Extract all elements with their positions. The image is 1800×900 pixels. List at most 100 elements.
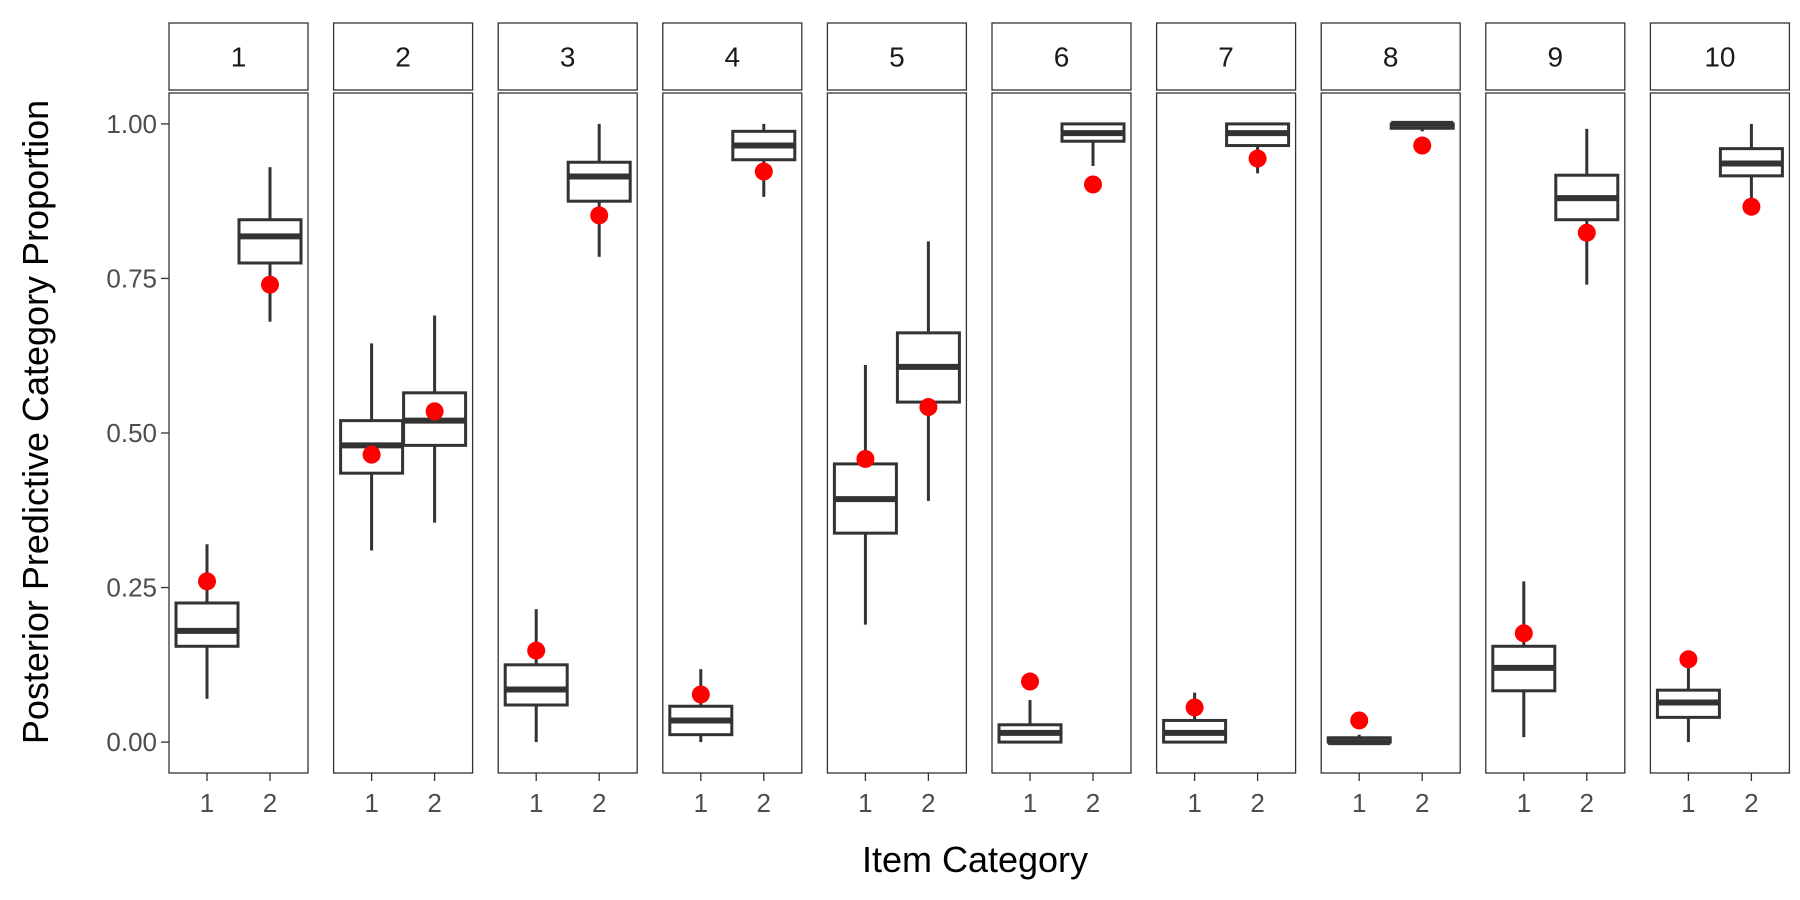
facet-strip-label: 3 bbox=[560, 42, 576, 73]
observed-point bbox=[919, 398, 938, 417]
observed-point bbox=[527, 641, 546, 660]
facet-strip-label: 9 bbox=[1548, 42, 1564, 73]
box-category-1 bbox=[174, 544, 240, 699]
observed-point bbox=[590, 206, 609, 225]
box-category-1 bbox=[1162, 692, 1228, 744]
facet-panel-5: 5 1 2 bbox=[826, 22, 968, 818]
facet-strip-label: 8 bbox=[1383, 42, 1399, 73]
x-tick-label: 1 bbox=[1352, 788, 1366, 818]
facet-strip-label: 2 bbox=[395, 42, 411, 73]
x-tick-label: 2 bbox=[1086, 788, 1100, 818]
box-category-2 bbox=[566, 123, 632, 257]
observed-point bbox=[425, 402, 444, 421]
facet-strip bbox=[168, 22, 309, 91]
x-tick-label: 1 bbox=[200, 788, 214, 818]
x-axis-title: Item Category bbox=[862, 839, 1088, 880]
observed-point bbox=[856, 449, 875, 468]
box-category-1 bbox=[1326, 711, 1392, 746]
x-tick-label: 2 bbox=[1415, 788, 1429, 818]
y-tick-label: 0.25 bbox=[106, 573, 157, 603]
box-category-1 bbox=[997, 672, 1063, 744]
facet-panel-frame bbox=[1649, 92, 1791, 774]
facet-panel-frame bbox=[1155, 92, 1297, 774]
x-tick-label: 2 bbox=[757, 788, 771, 818]
facet-panel-9: 9 1 2 bbox=[1485, 22, 1626, 818]
facet-strip-label: 7 bbox=[1218, 42, 1234, 73]
facet-strip-label: 1 bbox=[231, 42, 247, 73]
x-tick-label: 2 bbox=[1744, 788, 1758, 818]
facet-strip bbox=[1649, 22, 1791, 91]
observed-point bbox=[754, 162, 773, 181]
facet-strip bbox=[1155, 22, 1297, 91]
facet-strip-label: 5 bbox=[889, 42, 905, 73]
observed-point bbox=[1577, 223, 1596, 242]
box-category-2 bbox=[1554, 128, 1620, 285]
facet-panel-4: 4 1 2 bbox=[662, 22, 803, 818]
iqr-box bbox=[566, 160, 632, 203]
facet-strip bbox=[1485, 22, 1626, 91]
y-axis: 0.00 0.25 0.50 0.75 1.00 bbox=[106, 109, 169, 757]
x-tick-label: 1 bbox=[1681, 788, 1695, 818]
facet-panel-7: 7 1 2 bbox=[1155, 22, 1297, 818]
facet-strip-label: 10 bbox=[1704, 42, 1735, 73]
observed-point bbox=[1742, 197, 1761, 216]
x-tick-label: 2 bbox=[1580, 788, 1594, 818]
x-tick-label: 1 bbox=[529, 788, 543, 818]
y-tick-label: 0.00 bbox=[106, 727, 157, 757]
box-category-1 bbox=[1491, 581, 1557, 738]
observed-point bbox=[1514, 624, 1533, 643]
facet-panel-frame bbox=[826, 92, 968, 774]
observed-point bbox=[691, 685, 710, 704]
observed-point bbox=[1679, 650, 1698, 669]
observed-point bbox=[1083, 175, 1102, 194]
facet-strip bbox=[1320, 22, 1461, 91]
facet-strip bbox=[662, 22, 803, 91]
facet-strip-label: 4 bbox=[725, 42, 741, 73]
facet-strip bbox=[991, 22, 1132, 91]
facet-panel-frame bbox=[1320, 92, 1461, 774]
x-tick-label: 1 bbox=[858, 788, 872, 818]
observed-point bbox=[1248, 149, 1267, 168]
x-tick-label: 2 bbox=[1250, 788, 1264, 818]
facet-strip-label: 6 bbox=[1054, 42, 1070, 73]
iqr-box bbox=[174, 601, 240, 648]
x-tick-label: 1 bbox=[1023, 788, 1037, 818]
x-tick-label: 2 bbox=[921, 788, 935, 818]
facet-panel-frame bbox=[168, 92, 309, 774]
facet-panel-frame bbox=[497, 92, 638, 774]
y-tick-label: 1.00 bbox=[106, 109, 157, 139]
y-tick-label: 0.50 bbox=[106, 418, 157, 448]
facet-panel-8: 8 1 2 bbox=[1320, 22, 1461, 818]
facet-panel-10: 10 1 2 bbox=[1649, 22, 1791, 818]
x-tick-label: 2 bbox=[427, 788, 441, 818]
observed-point bbox=[362, 445, 381, 464]
y-axis-title: Posterior Predictive Category Proportion bbox=[15, 100, 56, 744]
facet-panel-6: 6 1 2 bbox=[991, 22, 1132, 818]
box-category-1 bbox=[832, 365, 898, 625]
facet-strip bbox=[332, 22, 474, 91]
box-category-2 bbox=[1225, 122, 1291, 174]
x-tick-label: 1 bbox=[1517, 788, 1531, 818]
box-category-2 bbox=[237, 167, 303, 322]
box-category-1 bbox=[668, 669, 734, 743]
box-category-2 bbox=[895, 241, 961, 501]
x-tick-label: 2 bbox=[592, 788, 606, 818]
observed-point bbox=[198, 572, 217, 591]
box-category-2 bbox=[402, 315, 468, 523]
facet-panel-3: 3 1 2 bbox=[497, 22, 638, 818]
box-category-1 bbox=[503, 609, 569, 743]
x-tick-label: 1 bbox=[1187, 788, 1201, 818]
x-tick-label: 2 bbox=[263, 788, 277, 818]
observed-point bbox=[1350, 711, 1369, 730]
facet-strip bbox=[826, 22, 968, 91]
observed-point bbox=[1021, 672, 1040, 691]
y-tick-label: 0.75 bbox=[106, 263, 157, 293]
facet-panel-frame bbox=[991, 92, 1132, 774]
facet-strip bbox=[497, 22, 638, 91]
box-category-2 bbox=[1060, 122, 1126, 194]
box-category-2 bbox=[1389, 120, 1455, 155]
facet-panel-2: 2 1 2 bbox=[332, 22, 474, 818]
x-tick-label: 1 bbox=[694, 788, 708, 818]
